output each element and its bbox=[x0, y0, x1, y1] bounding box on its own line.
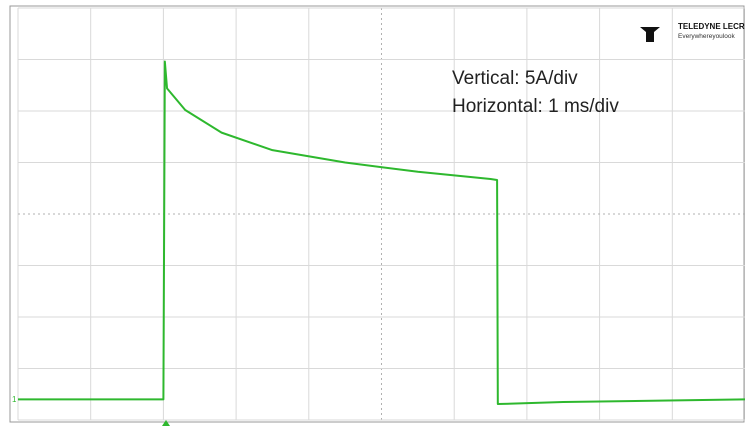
annotation: Horizontal: 1 ms/div bbox=[452, 96, 619, 117]
logo-brand: TELEDYNE LECROY bbox=[678, 22, 745, 31]
logo-tagline: Everywhereyoulook bbox=[678, 33, 735, 40]
annotation: Vertical: 5A/div bbox=[452, 68, 578, 89]
channel-marker: 1 bbox=[12, 395, 17, 404]
chart: Vertical: 5A/div Horizontal: 1 ms/div TE… bbox=[0, 0, 745, 426]
